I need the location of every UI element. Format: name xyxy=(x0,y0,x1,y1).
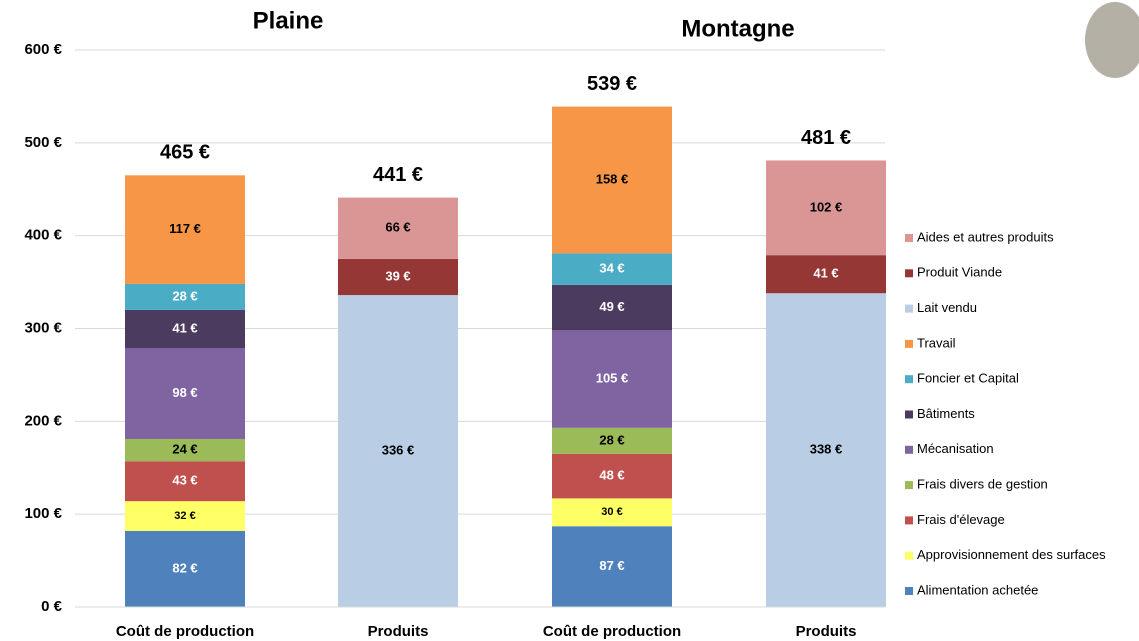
value-label: 28 € xyxy=(172,288,197,303)
x-tick-label: Produits xyxy=(368,623,429,640)
total-label: 441 € xyxy=(373,164,423,186)
legend-label: Mécanisation xyxy=(917,441,994,456)
legend-label: Alimentation achetée xyxy=(917,582,1038,597)
x-tick-label: Coût de production xyxy=(543,623,681,640)
value-label: 338 € xyxy=(810,442,843,457)
legend-label: Aides et autres produits xyxy=(917,229,1054,244)
value-label: 32 € xyxy=(174,510,195,522)
value-label: 43 € xyxy=(172,473,197,488)
legend-swatch xyxy=(905,340,913,348)
value-label: 30 € xyxy=(601,506,622,518)
group-title: Plaine xyxy=(253,7,324,34)
value-label: 98 € xyxy=(172,385,197,400)
legend-label: Produit Viande xyxy=(917,265,1002,280)
value-label: 39 € xyxy=(385,268,410,283)
chart: Plaine Montagne 0 € 100 € 200 € 300 € 400 € 5… xyxy=(0,0,1139,641)
legend-label: Travail xyxy=(917,335,956,350)
total-label: 481 € xyxy=(801,127,851,149)
group-title: Montagne xyxy=(681,15,794,42)
value-label: 48 € xyxy=(599,468,624,483)
value-label: 28 € xyxy=(599,432,624,447)
y-tick-label: 600 € xyxy=(24,41,62,58)
y-tick-label: 500 € xyxy=(24,134,62,151)
y-tick-label: 100 € xyxy=(24,505,62,522)
value-label: 117 € xyxy=(169,221,201,236)
x-tick-label: Coût de production xyxy=(116,623,254,640)
legend-label: Foncier et Capital xyxy=(917,371,1019,386)
value-label: 24 € xyxy=(172,442,197,457)
y-tick-label: 0 € xyxy=(41,598,63,615)
value-label: 41 € xyxy=(813,266,838,281)
value-label: 336 € xyxy=(382,442,415,457)
value-label: 158 € xyxy=(596,171,629,186)
value-label: 82 € xyxy=(172,560,197,575)
value-label: 105 € xyxy=(596,371,629,386)
legend-swatch xyxy=(905,516,913,524)
decor-rock xyxy=(1085,2,1139,78)
value-label: 66 € xyxy=(385,220,410,235)
value-label: 87 € xyxy=(599,558,624,573)
legend-label: Bâtiments xyxy=(917,406,975,421)
legend-label: Approvisionnement des surfaces xyxy=(917,547,1106,562)
legend-swatch xyxy=(905,446,913,454)
legend-swatch xyxy=(905,411,913,419)
legend-swatch xyxy=(905,305,913,313)
decor-image xyxy=(1085,2,1139,78)
x-tick-label: Produits xyxy=(796,623,857,640)
legend-swatch xyxy=(905,234,913,242)
legend-swatch xyxy=(905,481,913,489)
legend-swatch xyxy=(905,269,913,277)
value-label: 102 € xyxy=(810,199,843,214)
total-label: 539 € xyxy=(587,73,637,95)
legend-swatch xyxy=(905,375,913,383)
value-label: 49 € xyxy=(599,299,624,314)
total-label: 465 € xyxy=(160,142,210,164)
y-tick-label: 200 € xyxy=(24,412,62,429)
value-label: 41 € xyxy=(172,320,197,335)
legend-label: Frais d'élevage xyxy=(917,512,1005,527)
legend-swatch xyxy=(905,587,913,595)
value-label: 34 € xyxy=(599,261,624,276)
y-tick-label: 300 € xyxy=(24,319,62,336)
legend-label: Lait vendu xyxy=(917,300,977,315)
legend-swatch xyxy=(905,552,913,560)
y-tick-label: 400 € xyxy=(24,227,62,244)
legend-label: Frais divers de gestion xyxy=(917,477,1048,492)
